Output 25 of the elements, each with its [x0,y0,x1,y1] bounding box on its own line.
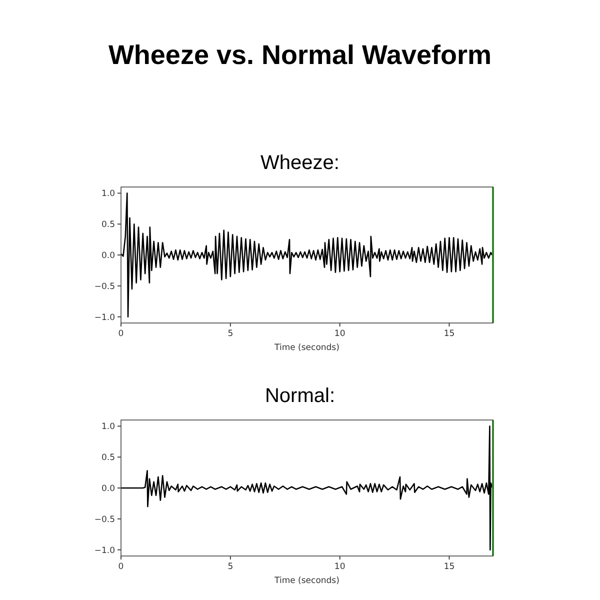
x-tick-label: 0 [118,329,124,339]
y-tick-label: 1.0 [101,422,115,432]
y-tick-label: −0.5 [94,282,115,292]
y-tick-label: −1.0 [94,546,115,556]
x-tick-label: 15 [444,329,455,339]
y-tick-label: 0.0 [101,484,115,494]
x-tick-label: 0 [118,562,124,572]
y-tick-label: −0.5 [94,514,115,525]
chart-title: Wheeze vs. Normal Waveform [108,40,492,70]
x-tick-label: 5 [228,329,234,339]
y-tick-label: 0.0 [101,251,115,261]
x-axis-title: Time (seconds) [274,576,340,586]
line-series [120,426,494,550]
x-tick-label: 5 [228,562,234,572]
chart-subtitle: Normal: [264,385,336,407]
x-axis-title: Time (seconds) [274,343,340,353]
chart-subtitle: Wheeze: [260,152,340,174]
x-tick-label: 10 [334,329,346,339]
line-series [120,192,494,318]
x-tick-label: 10 [334,562,346,572]
y-tick-label: 0.5 [101,453,115,464]
y-tick-label: −1.0 [94,312,115,323]
y-tick-label: 0.5 [101,220,115,230]
y-tick-label: 1.0 [101,189,115,200]
x-tick-label: 15 [444,562,455,572]
